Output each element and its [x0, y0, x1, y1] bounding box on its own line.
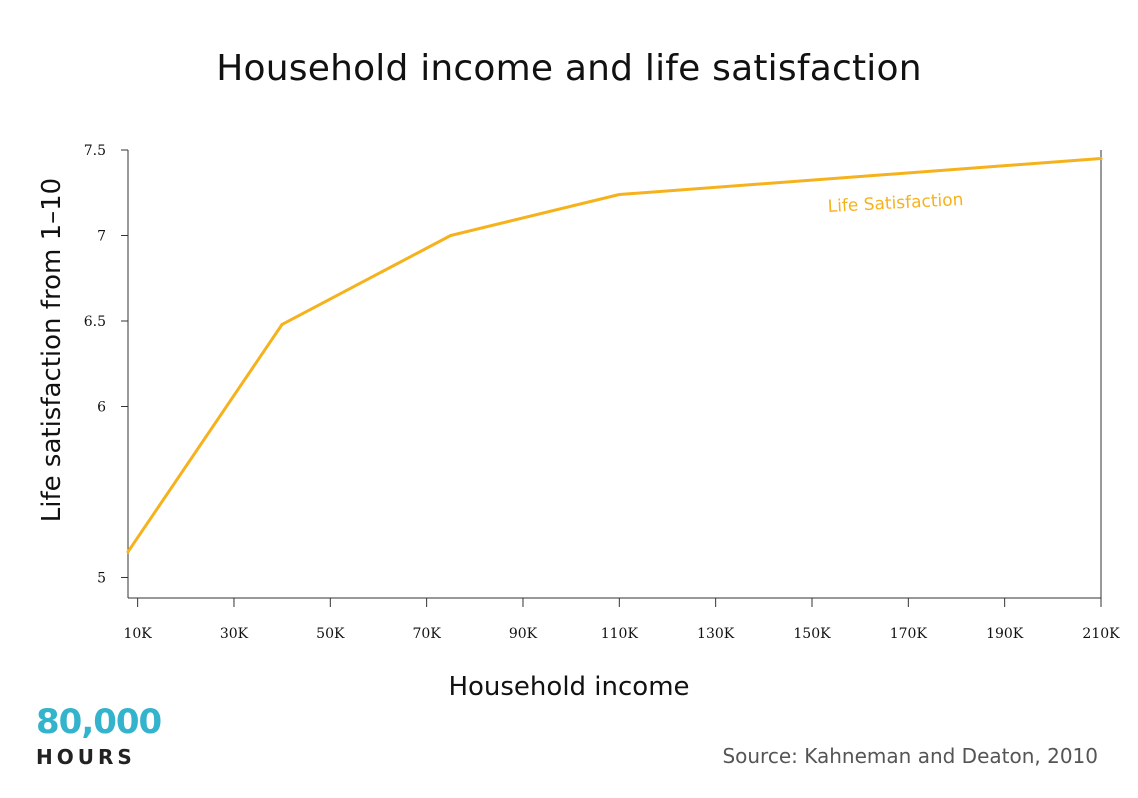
- y-tick-label: 7: [97, 228, 106, 244]
- data-point: [126, 550, 130, 554]
- data-point: [280, 322, 284, 326]
- y-tick-label: 5: [97, 570, 106, 586]
- brand-logo: 80,000 HOURS: [36, 702, 162, 769]
- x-tick-label: 210K: [1082, 626, 1120, 642]
- y-tick-label: 6: [97, 399, 106, 415]
- series-layer: Life Satisfaction: [126, 157, 1103, 554]
- data-point: [617, 192, 621, 196]
- x-tick-label: 30K: [220, 626, 249, 642]
- series-line-life-satisfaction: [126, 157, 1103, 554]
- x-axis-label: Household income: [448, 672, 690, 702]
- y-axis-label-container: Life satisfaction from 1–10: [32, 140, 72, 560]
- y-tick-label: 6.5: [84, 314, 106, 330]
- chart-title: Household income and life satisfaction: [216, 48, 922, 89]
- x-tick-label: 50K: [316, 626, 345, 642]
- logo-number: 80,000: [36, 702, 162, 742]
- series-label-life-satisfaction: Life Satisfaction: [827, 190, 964, 217]
- tick-marks: 5 6 6.5 7 7.5 10K 30K 50K 70K 90K 110K 130K 150K 170K…: [84, 143, 1120, 642]
- x-tick-label: 10K: [123, 626, 152, 642]
- x-tick-label: 70K: [413, 626, 442, 642]
- y-tick-label: 7.5: [84, 143, 106, 159]
- x-tick-label: 170K: [890, 626, 928, 642]
- x-tick-label: 150K: [793, 626, 831, 642]
- data-point: [1099, 157, 1103, 161]
- y-axis-label: Life satisfaction from 1–10: [37, 177, 67, 523]
- data-point: [449, 233, 453, 237]
- x-tick-label: 190K: [986, 626, 1024, 642]
- axes: [127, 150, 1102, 599]
- logo-word: HOURS: [36, 745, 136, 769]
- x-tick-label: 110K: [601, 626, 639, 642]
- source-note: Source: Kahneman and Deaton, 2010: [722, 744, 1098, 768]
- x-tick-label: 130K: [697, 626, 735, 642]
- x-tick-label: 90K: [509, 626, 538, 642]
